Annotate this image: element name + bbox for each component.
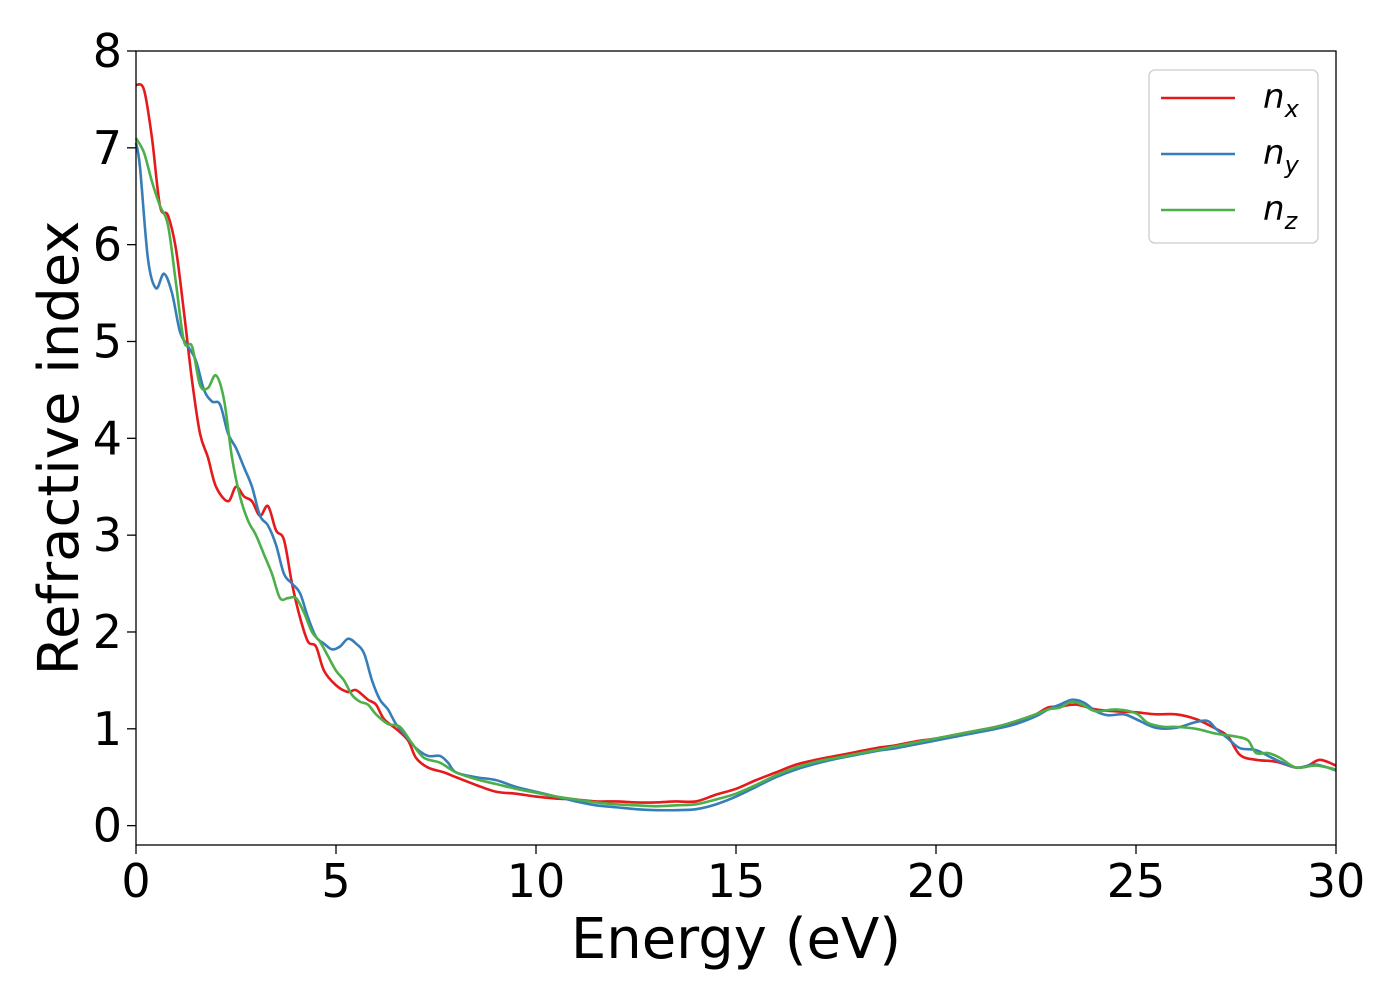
y-tick-label: 3 <box>93 508 122 562</box>
x-tick-label: 25 <box>1107 854 1166 908</box>
y-tick-label: 7 <box>93 121 122 175</box>
x-tick-label: 30 <box>1307 854 1366 908</box>
series-lines <box>134 82 1337 812</box>
y-axis-ticks: 0 1 2 3 4 5 6 7 8 <box>93 24 136 853</box>
x-tick-label: 10 <box>507 854 566 908</box>
series-line-n-z <box>134 137 1337 808</box>
y-tick-label: 1 <box>93 702 122 756</box>
y-tick-label: 4 <box>93 411 122 465</box>
x-axis-ticks: 0 5 10 15 20 25 30 <box>121 845 1365 908</box>
y-tick-label: 8 <box>93 24 122 78</box>
legend-box <box>1148 69 1319 244</box>
x-tick-label: 0 <box>121 854 150 908</box>
legend-label-n-y: ny <box>1263 133 1300 179</box>
y-tick-label: 5 <box>93 314 122 368</box>
y-tick-label: 2 <box>93 605 122 659</box>
x-tick-label: 15 <box>707 854 766 908</box>
x-tick-label: 20 <box>907 854 966 908</box>
y-axis-title: Refractive index <box>27 221 92 676</box>
legend-label-n-z: nz <box>1263 189 1299 235</box>
x-tick-label: 5 <box>321 854 350 908</box>
y-tick-label: 0 <box>93 799 122 853</box>
legend: nx ny nz <box>1148 69 1319 244</box>
legend-label-n-x: nx <box>1263 77 1300 123</box>
y-tick-label: 6 <box>93 218 122 272</box>
x-axis-title: Energy (eV) <box>571 907 901 972</box>
